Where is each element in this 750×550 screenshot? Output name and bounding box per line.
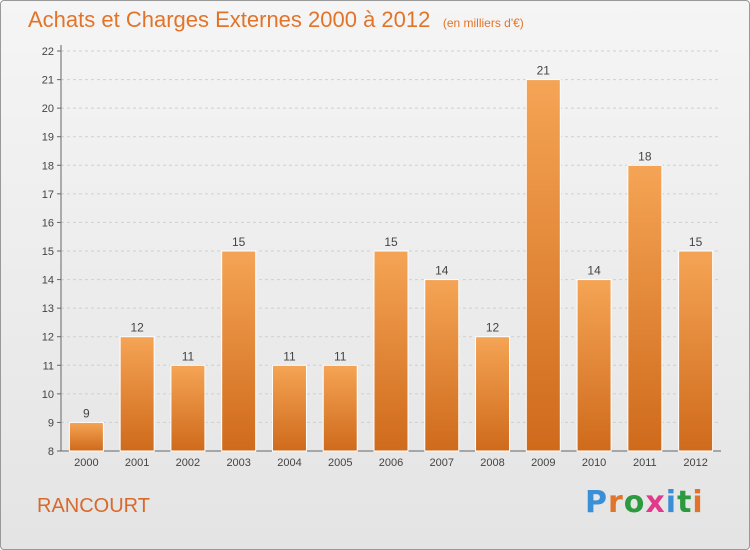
data-label-2009: 21 [537, 64, 551, 78]
y-tick-label: 14 [42, 275, 54, 287]
x-tick-labels: 2000 2001 2002 2003 2004 2005 2006 2007 2008 2009… [74, 457, 708, 469]
bar-2002 [170, 364, 206, 452]
x-tick-label-2005: 2005 [328, 457, 352, 469]
data-label-2005: 11 [334, 349, 347, 363]
bar-2001 [119, 336, 155, 452]
y-tick-label: 8 [48, 446, 54, 458]
logo-letter: t [677, 485, 693, 520]
bar-2008 [475, 336, 511, 452]
bar-2010 [576, 279, 612, 452]
data-label-2008: 12 [486, 321, 500, 335]
logo-letter: x [645, 485, 666, 520]
bar-2006 [373, 250, 409, 452]
x-tick-label-2003: 2003 [226, 457, 250, 469]
y-tick-label: 21 [42, 75, 54, 87]
x-tick-label-2009: 2009 [531, 457, 555, 469]
y-tick-label: 17 [42, 189, 54, 201]
data-label-2001: 12 [130, 321, 144, 335]
x-tick-label-2000: 2000 [74, 457, 98, 469]
data-labels: 9 12 11 15 11 11 15 14 12 21 14 18 15 [83, 64, 703, 421]
bar-2000 [68, 421, 104, 452]
x-tick-label-2012: 2012 [683, 457, 707, 469]
bar-2009 [525, 79, 561, 452]
bar-2005 [322, 364, 358, 452]
x-tick-label-2008: 2008 [480, 457, 504, 469]
data-label-2006: 15 [384, 235, 398, 249]
data-label-2010: 14 [587, 264, 601, 278]
title-row: Achats et Charges Externes 2000 à 2012 (… [28, 7, 524, 33]
bar-2011 [627, 164, 663, 452]
bars [68, 79, 714, 452]
bar-2012 [678, 250, 714, 452]
bar-2003 [221, 250, 257, 452]
x-tick-label-2011: 2011 [633, 457, 657, 469]
bar-2007 [424, 279, 460, 452]
y-tick-label: 15 [42, 246, 54, 258]
y-tick-label: 9 [48, 417, 54, 429]
y-tick-label: 19 [42, 132, 54, 144]
data-label-2002: 11 [182, 349, 195, 363]
data-label-2000: 9 [83, 406, 90, 420]
logo-letter: P [585, 485, 608, 520]
x-tick-label-2006: 2006 [379, 457, 403, 469]
data-label-2012: 15 [689, 235, 703, 249]
x-tick-label-2004: 2004 [277, 457, 301, 469]
unit-note: (en milliers d'€) [442, 16, 524, 30]
y-tick-labels: 8 9 10 11 12 13 14 15 16 17 18 19 20 21 22 [42, 46, 54, 458]
x-tick-label-2001: 2001 [125, 457, 149, 469]
data-label-2011: 18 [638, 149, 652, 163]
x-tick-label-2010: 2010 [582, 457, 606, 469]
y-tick-label: 22 [42, 46, 54, 58]
proxiti-logo: Proxiti [585, 485, 704, 520]
data-label-2004: 11 [283, 349, 296, 363]
x-tick-label-2002: 2002 [176, 457, 200, 469]
data-label-2007: 14 [435, 264, 449, 278]
x-tick-label-2007: 2007 [430, 457, 454, 469]
y-tick-label: 16 [42, 217, 54, 229]
logo-letter: o [623, 485, 646, 520]
bar-2004 [271, 364, 307, 452]
data-label-2003: 15 [232, 235, 246, 249]
y-tick-label: 10 [42, 389, 54, 401]
logo-letter: i [692, 485, 704, 520]
y-tick-label: 13 [42, 303, 54, 315]
logo-letter: r [608, 485, 624, 520]
y-tick-label: 20 [42, 103, 54, 115]
chart-title: Achats et Charges Externes 2000 à 2012 [28, 7, 431, 32]
y-tick-label: 11 [43, 360, 54, 372]
logo-letter: i [665, 485, 678, 520]
commune-name: RANCOURT [37, 495, 150, 517]
y-tick-label: 12 [42, 332, 54, 344]
y-tick-label: 18 [42, 160, 54, 172]
